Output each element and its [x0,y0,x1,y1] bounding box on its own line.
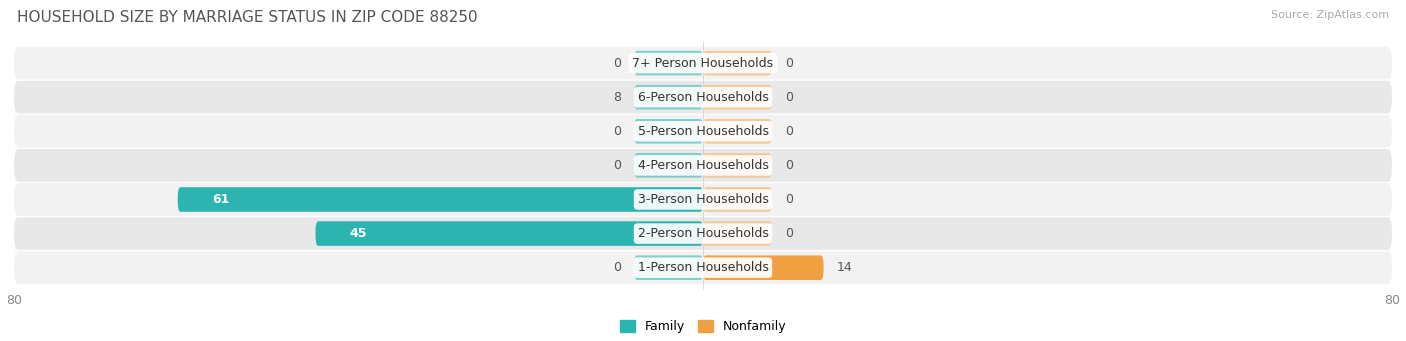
FancyBboxPatch shape [634,255,703,280]
Text: 1-Person Households: 1-Person Households [637,261,769,274]
Text: 0: 0 [613,159,621,172]
Text: 6-Person Households: 6-Person Households [637,91,769,104]
Text: 7+ Person Households: 7+ Person Households [633,57,773,70]
FancyBboxPatch shape [177,187,703,212]
Text: 0: 0 [613,261,621,274]
Text: 61: 61 [212,193,229,206]
FancyBboxPatch shape [703,51,772,75]
Text: 0: 0 [785,125,793,138]
Text: 0: 0 [785,57,793,70]
FancyBboxPatch shape [14,149,1392,182]
FancyBboxPatch shape [14,183,1392,216]
Text: 3-Person Households: 3-Person Households [637,193,769,206]
Text: 0: 0 [785,91,793,104]
Text: 2-Person Households: 2-Person Households [637,227,769,240]
FancyBboxPatch shape [703,119,772,144]
FancyBboxPatch shape [634,85,703,109]
Text: 5-Person Households: 5-Person Households [637,125,769,138]
Text: HOUSEHOLD SIZE BY MARRIAGE STATUS IN ZIP CODE 88250: HOUSEHOLD SIZE BY MARRIAGE STATUS IN ZIP… [17,10,478,25]
FancyBboxPatch shape [703,85,772,109]
FancyBboxPatch shape [703,255,824,280]
Text: 0: 0 [785,159,793,172]
Text: 0: 0 [785,227,793,240]
FancyBboxPatch shape [634,119,703,144]
Text: 0: 0 [785,193,793,206]
FancyBboxPatch shape [14,115,1392,148]
Text: Source: ZipAtlas.com: Source: ZipAtlas.com [1271,10,1389,20]
FancyBboxPatch shape [14,217,1392,250]
FancyBboxPatch shape [315,221,703,246]
FancyBboxPatch shape [703,187,772,212]
Text: 4-Person Households: 4-Person Households [637,159,769,172]
Text: 14: 14 [837,261,852,274]
FancyBboxPatch shape [703,221,772,246]
Text: 0: 0 [613,57,621,70]
FancyBboxPatch shape [703,153,772,178]
Text: 8: 8 [613,91,621,104]
FancyBboxPatch shape [14,251,1392,284]
FancyBboxPatch shape [14,81,1392,114]
FancyBboxPatch shape [634,153,703,178]
FancyBboxPatch shape [634,51,703,75]
Legend: Family, Nonfamily: Family, Nonfamily [614,315,792,338]
Text: 45: 45 [350,227,367,240]
Text: 0: 0 [613,125,621,138]
FancyBboxPatch shape [14,47,1392,79]
